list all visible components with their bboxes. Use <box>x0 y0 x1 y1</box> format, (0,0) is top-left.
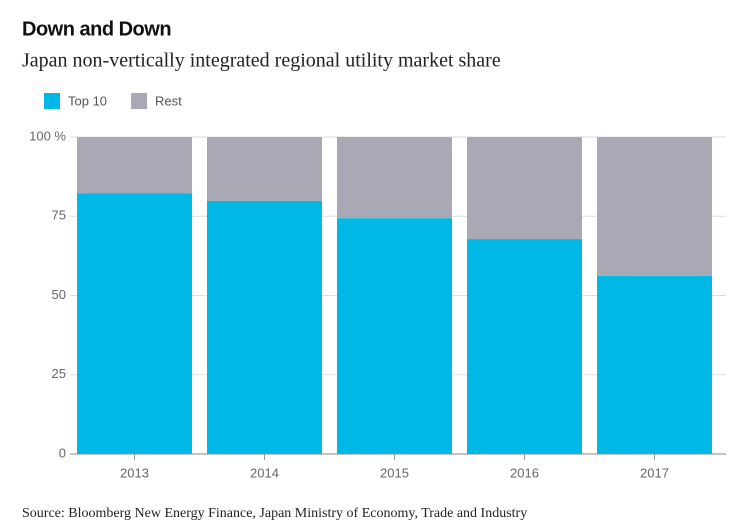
bar-segment <box>597 275 712 454</box>
bar-segment <box>467 137 582 240</box>
bar-segment <box>207 137 322 202</box>
bar-segment <box>337 137 452 219</box>
bar-segment <box>337 218 452 454</box>
source-note: Source: Bloomberg New Energy Finance, Ja… <box>22 506 527 521</box>
y-tick-label: 0 <box>59 445 66 460</box>
bar-segment <box>77 137 192 194</box>
chart-subtitle: Japan non-vertically integrated regional… <box>22 50 501 72</box>
legend-swatch <box>131 93 148 109</box>
legend-label: Top 10 <box>68 93 107 108</box>
y-tick-label: 100 % <box>29 128 66 143</box>
x-tick-label: 2016 <box>510 465 539 480</box>
bar-segment <box>467 239 582 454</box>
bar-segment <box>207 201 322 454</box>
x-tick-label: 2017 <box>640 465 669 480</box>
legend-swatch <box>44 93 60 109</box>
chart-title: Down and Down <box>22 18 171 40</box>
bar-segment <box>77 193 192 454</box>
legend-label: Rest <box>155 93 182 108</box>
y-tick-label: 25 <box>52 366 66 381</box>
y-tick-label: 75 <box>52 208 66 223</box>
x-tick-label: 2013 <box>120 465 149 480</box>
x-tick-label: 2014 <box>250 465 279 480</box>
y-tick-label: 50 <box>52 287 66 302</box>
x-tick-label: 2015 <box>380 465 409 480</box>
bar-segment <box>597 137 712 276</box>
